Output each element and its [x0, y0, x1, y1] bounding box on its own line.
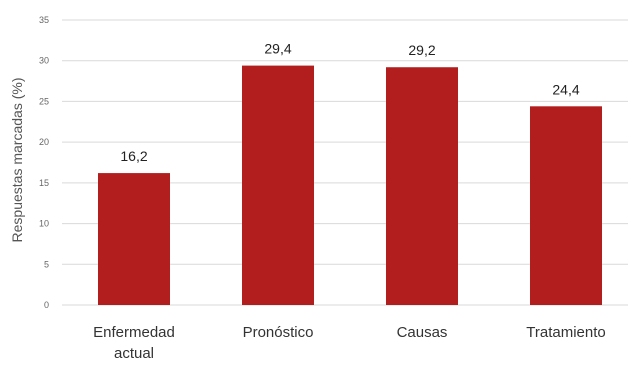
y-tick-label: 20	[39, 137, 49, 147]
y-tick-label: 35	[39, 15, 49, 25]
y-axis-title: Respuestas marcadas (%)	[9, 78, 25, 243]
data-label: 24,4	[552, 81, 579, 97]
x-category-label: Tratamiento	[526, 324, 605, 341]
y-tick-label: 15	[39, 178, 49, 188]
x-category-label: Pronóstico	[243, 324, 314, 341]
y-tick-label: 0	[44, 300, 49, 310]
bar	[386, 67, 458, 305]
data-label: 29,2	[408, 42, 435, 58]
bar	[530, 106, 602, 305]
data-label: 16,2	[120, 148, 147, 164]
y-tick-label: 25	[39, 96, 49, 106]
data-labels: 16,2 29,4 29,2 24,4	[120, 41, 579, 164]
x-axis-labels: Enfermedad actual Pronóstico Causas Tratamie…	[93, 324, 606, 362]
y-tick-label: 5	[44, 259, 49, 269]
bar	[242, 65, 314, 305]
y-tick-label: 30	[39, 56, 49, 66]
y-axis-ticks: 0 5 10 15 20 25 30 35	[39, 15, 49, 310]
x-category-label: actual	[114, 345, 154, 362]
x-category-label: Enfermedad	[93, 324, 175, 341]
x-category-label: Causas	[397, 324, 448, 341]
bars	[98, 65, 602, 305]
y-tick-label: 10	[39, 219, 49, 229]
data-label: 29,4	[264, 41, 291, 57]
bar	[98, 173, 170, 305]
